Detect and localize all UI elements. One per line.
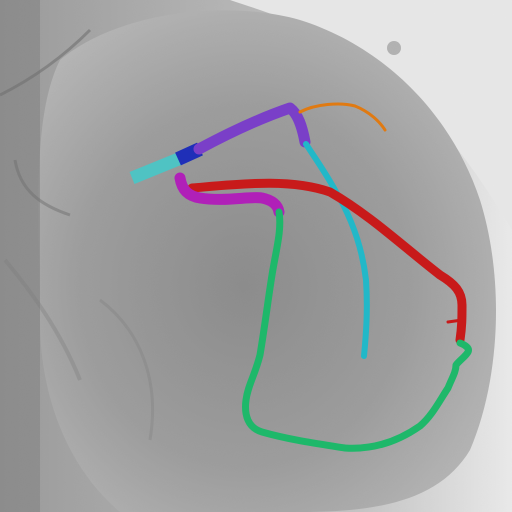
- vessel-segment-magenta-proximal: [174, 172, 285, 218]
- vessel-segment-green-circumflex: [242, 208, 472, 452]
- vessel-segment-orange-branch: [298, 102, 387, 132]
- vessel-segment-purple-left-main: [193, 102, 311, 155]
- vessel-segment-cyan-branch: [303, 141, 370, 359]
- vessel-segment-red-artery: [446, 318, 464, 324]
- vessel-segment-red-artery: [187, 178, 467, 345]
- vessel-segment-teal-catheter: [129, 149, 189, 185]
- segmentation-overlay: [129, 102, 472, 452]
